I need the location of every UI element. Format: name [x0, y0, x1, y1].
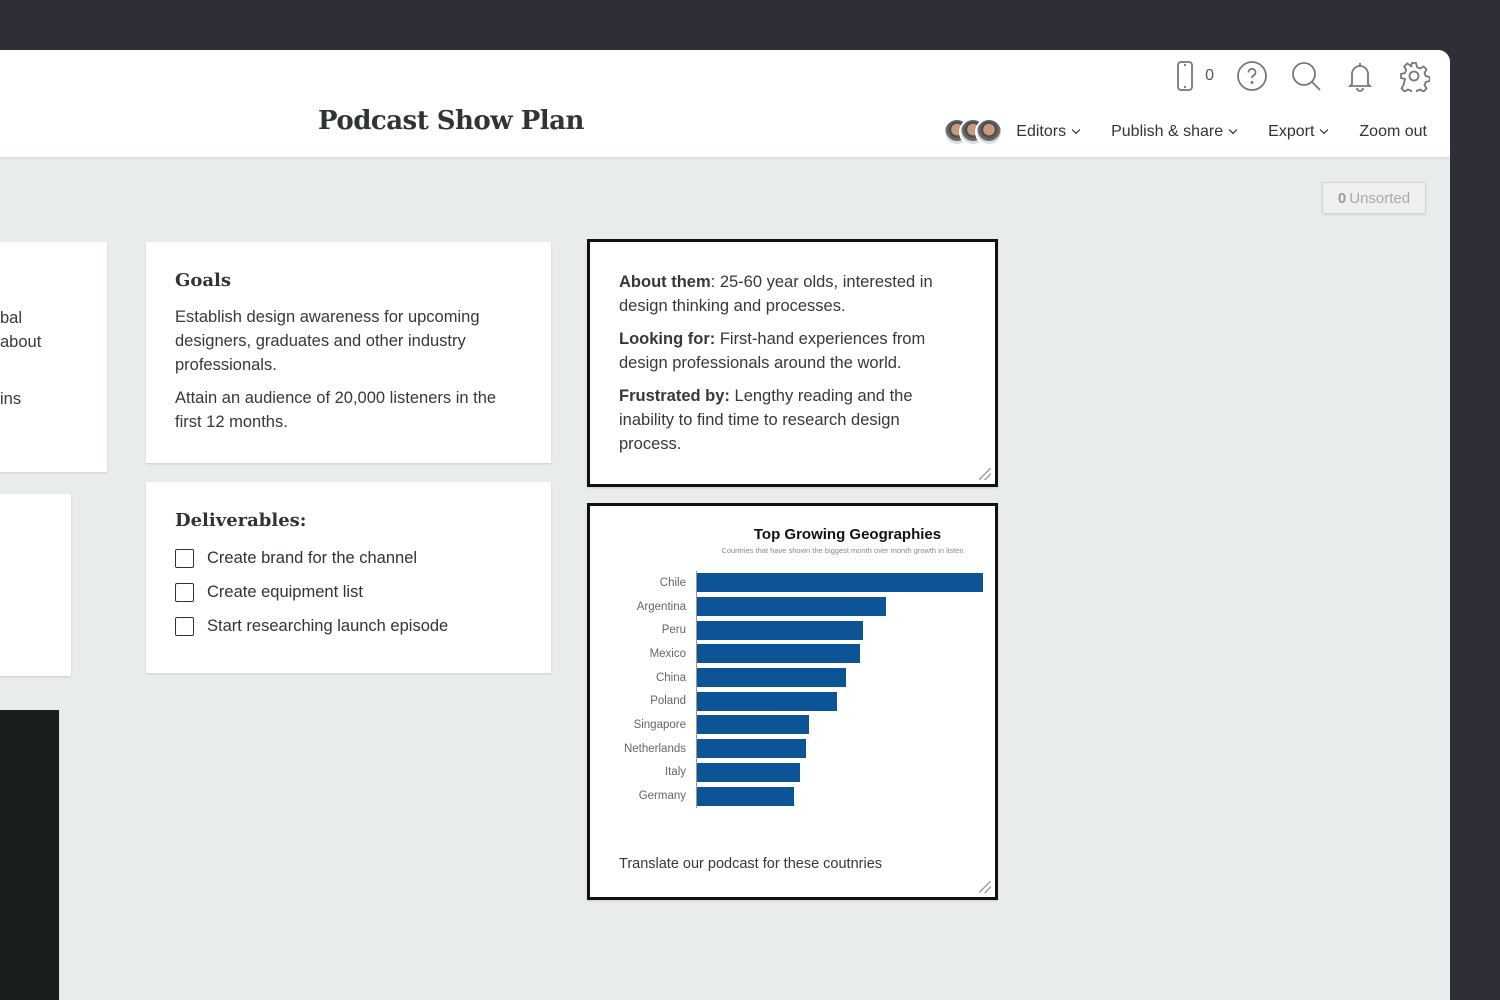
- bar-row: Mexico: [610, 642, 995, 666]
- tick-label: China: [655, 671, 686, 684]
- bar: [697, 786, 795, 806]
- tick-label: Netherlands: [623, 742, 686, 755]
- tick-label: Peru: [661, 624, 686, 637]
- page-title: Podcast Show Plan: [318, 106, 584, 136]
- audience-card[interactable]: About them: 25-60 year olds, interested …: [587, 239, 998, 487]
- bar-row: China: [610, 665, 995, 690]
- bar-row: Netherlands: [610, 736, 995, 761]
- chevron-down-icon: [1228, 125, 1238, 135]
- unsorted-button[interactable]: 0 Unsorted: [1322, 182, 1426, 214]
- bell-icon[interactable]: [1344, 60, 1376, 92]
- tick-label: Mexico: [649, 647, 686, 660]
- bar-row: Argentina: [610, 594, 995, 619]
- chevron-down-icon: [1071, 125, 1081, 135]
- checklist-label: Create brand for the channel: [207, 549, 418, 567]
- checklist-label: Create equipment list: [207, 583, 363, 601]
- bar: [697, 762, 800, 782]
- header: Podcast Show Plan 0 Editors Publish & sh…: [0, 50, 1450, 158]
- bar: [697, 620, 863, 640]
- partial-card[interactable]: [0, 494, 71, 676]
- checklist-label: Start researching launch episode: [207, 617, 449, 635]
- checklist-item[interactable]: Create brand for the channel: [175, 549, 522, 568]
- chart-card[interactable]: Top Growing Geographies Countries that h…: [587, 503, 998, 900]
- partial-image-card[interactable]: [0, 710, 59, 1000]
- goals-card[interactable]: Goals Establish design awareness for upc…: [146, 242, 551, 463]
- editor-avatars: [943, 118, 1004, 146]
- unsorted-count: 0: [1337, 189, 1347, 207]
- help-icon[interactable]: [1236, 60, 1268, 92]
- avatar: [975, 118, 1004, 146]
- goals-title: Goals: [175, 270, 232, 291]
- export-label: Export: [1268, 123, 1315, 140]
- checkbox[interactable]: [175, 549, 194, 568]
- chart-bars: Chile Argentina Peru Mexico China Poland Singa…: [610, 571, 995, 808]
- resize-handle[interactable]: [979, 468, 991, 480]
- publish-label: Publish & share: [1111, 123, 1224, 140]
- bar-row: Italy: [610, 760, 995, 785]
- editors-label: Editors: [1016, 123, 1067, 140]
- checklist-item[interactable]: Start researching launch episode: [175, 617, 522, 636]
- tick-label: Singapore: [633, 718, 686, 731]
- chart-subtitle: Countries that have shown the biggest mo…: [721, 546, 964, 555]
- card-text-fragment: about: [0, 333, 42, 351]
- tick-label: Chile: [659, 576, 686, 589]
- unsorted-label: Unsorted: [1349, 189, 1411, 207]
- device-count: 0: [1205, 67, 1214, 84]
- tick-label: Poland: [650, 695, 686, 708]
- bar-row: Chile: [610, 571, 995, 595]
- checkbox[interactable]: [175, 583, 194, 602]
- checkbox[interactable]: [175, 617, 194, 636]
- publish-share-dropdown[interactable]: Publish & share: [1111, 123, 1238, 141]
- bar: [697, 691, 838, 711]
- chart-title: Top Growing Geographies: [753, 526, 942, 543]
- bar: [697, 668, 846, 688]
- mobile-button[interactable]: 0: [1169, 60, 1214, 92]
- deliverables-title: Deliverables:: [175, 510, 307, 531]
- goal-item: Attain an audience of 20,000 listeners i…: [175, 389, 497, 431]
- bar-row: Peru: [610, 618, 995, 643]
- card-text-fragment: ins: [0, 390, 22, 408]
- export-dropdown[interactable]: Export: [1268, 123, 1329, 141]
- board-window: Podcast Show Plan 0 Editors Publish & sh…: [0, 50, 1450, 1000]
- bar-row: Poland: [610, 689, 995, 714]
- resize-handle[interactable]: [979, 881, 991, 893]
- gear-icon[interactable]: [1398, 60, 1430, 92]
- mobile-icon: [1177, 61, 1193, 91]
- tick-label: Argentina: [636, 600, 686, 613]
- bar-row: Singapore: [610, 713, 995, 737]
- card-text-fragment: bal: [0, 309, 23, 327]
- checklist-item[interactable]: Create equipment list: [175, 583, 522, 602]
- chart-caption: Translate our podcast for these coutnrie…: [619, 856, 883, 872]
- chevron-down-icon: [1320, 125, 1329, 135]
- bar: [697, 644, 861, 664]
- tick-label: Germany: [638, 790, 686, 803]
- goal-item: Establish design awareness for upcoming …: [175, 308, 480, 374]
- bar: [697, 739, 806, 759]
- editors-dropdown[interactable]: Editors: [943, 118, 1081, 146]
- audience-item: About them: 25-60 year olds, interested …: [619, 273, 933, 315]
- search-icon[interactable]: [1290, 60, 1322, 92]
- bar-row: Germany: [610, 784, 995, 808]
- audience-item: Looking for: First-hand experiences from…: [619, 330, 926, 372]
- bar: [697, 715, 809, 735]
- audience-item: Frustrated by: Lengthy reading and the i…: [619, 387, 913, 453]
- zoom-out-button[interactable]: Zoom out: [1359, 123, 1427, 141]
- bar: [697, 573, 983, 593]
- zoom-out-label: Zoom out: [1359, 123, 1427, 140]
- deliverables-card[interactable]: Deliverables: Create brand for the chann…: [146, 482, 551, 673]
- tick-label: Italy: [664, 766, 686, 779]
- bar: [697, 597, 886, 617]
- partial-card[interactable]: bal about ins: [0, 242, 107, 472]
